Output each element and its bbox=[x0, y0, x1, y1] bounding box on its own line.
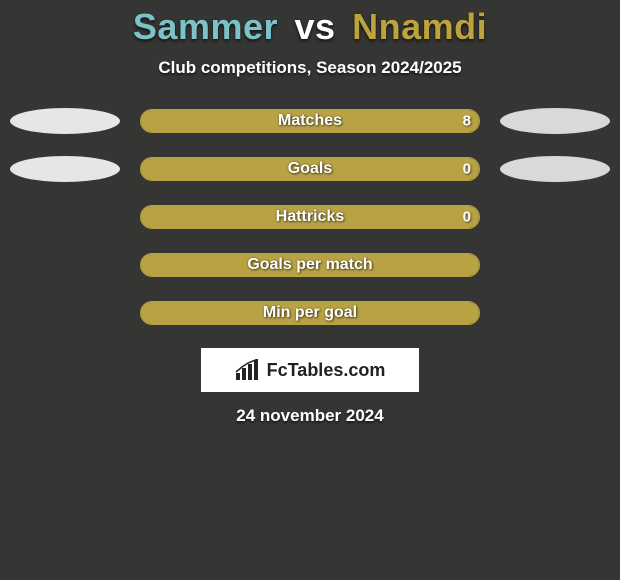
stat-label: Goals per match bbox=[247, 256, 372, 274]
title-vs: vs bbox=[295, 6, 336, 47]
stat-bar: Matches 8 bbox=[140, 109, 480, 133]
bar-chart-icon bbox=[235, 359, 261, 381]
subtitle: Club competitions, Season 2024/2025 bbox=[0, 58, 620, 78]
stat-value-right: 8 bbox=[463, 113, 471, 130]
stat-bar: Min per goal bbox=[140, 301, 480, 325]
stat-label: Matches bbox=[278, 112, 342, 130]
stat-row: Goals 0 bbox=[0, 156, 620, 182]
title-player2: Nnamdi bbox=[352, 6, 487, 47]
stat-label: Min per goal bbox=[263, 304, 357, 322]
brand-text: FcTables.com bbox=[267, 360, 386, 381]
stat-value-right: 0 bbox=[463, 209, 471, 226]
brand-badge: FcTables.com bbox=[201, 348, 419, 392]
stat-value-right: 0 bbox=[463, 161, 471, 178]
stat-label: Goals bbox=[288, 160, 332, 178]
stat-bar: Goals 0 bbox=[140, 157, 480, 181]
stat-row: Hattricks 0 bbox=[0, 204, 620, 230]
player2-ellipse bbox=[500, 108, 610, 134]
stat-bar: Goals per match bbox=[140, 253, 480, 277]
stat-rows: Matches 8 Goals 0 Hattricks 0 Goals per match M… bbox=[0, 108, 620, 326]
player1-ellipse bbox=[10, 108, 120, 134]
stat-row: Goals per match bbox=[0, 252, 620, 278]
player1-ellipse bbox=[10, 156, 120, 182]
date-text: 24 november 2024 bbox=[0, 406, 620, 426]
title-player1: Sammer bbox=[133, 6, 278, 47]
stat-label: Hattricks bbox=[276, 208, 344, 226]
stat-bar: Hattricks 0 bbox=[140, 205, 480, 229]
player2-ellipse bbox=[500, 156, 610, 182]
stat-row: Min per goal bbox=[0, 300, 620, 326]
stat-row: Matches 8 bbox=[0, 108, 620, 134]
page-title: Sammer vs Nnamdi bbox=[0, 0, 620, 48]
